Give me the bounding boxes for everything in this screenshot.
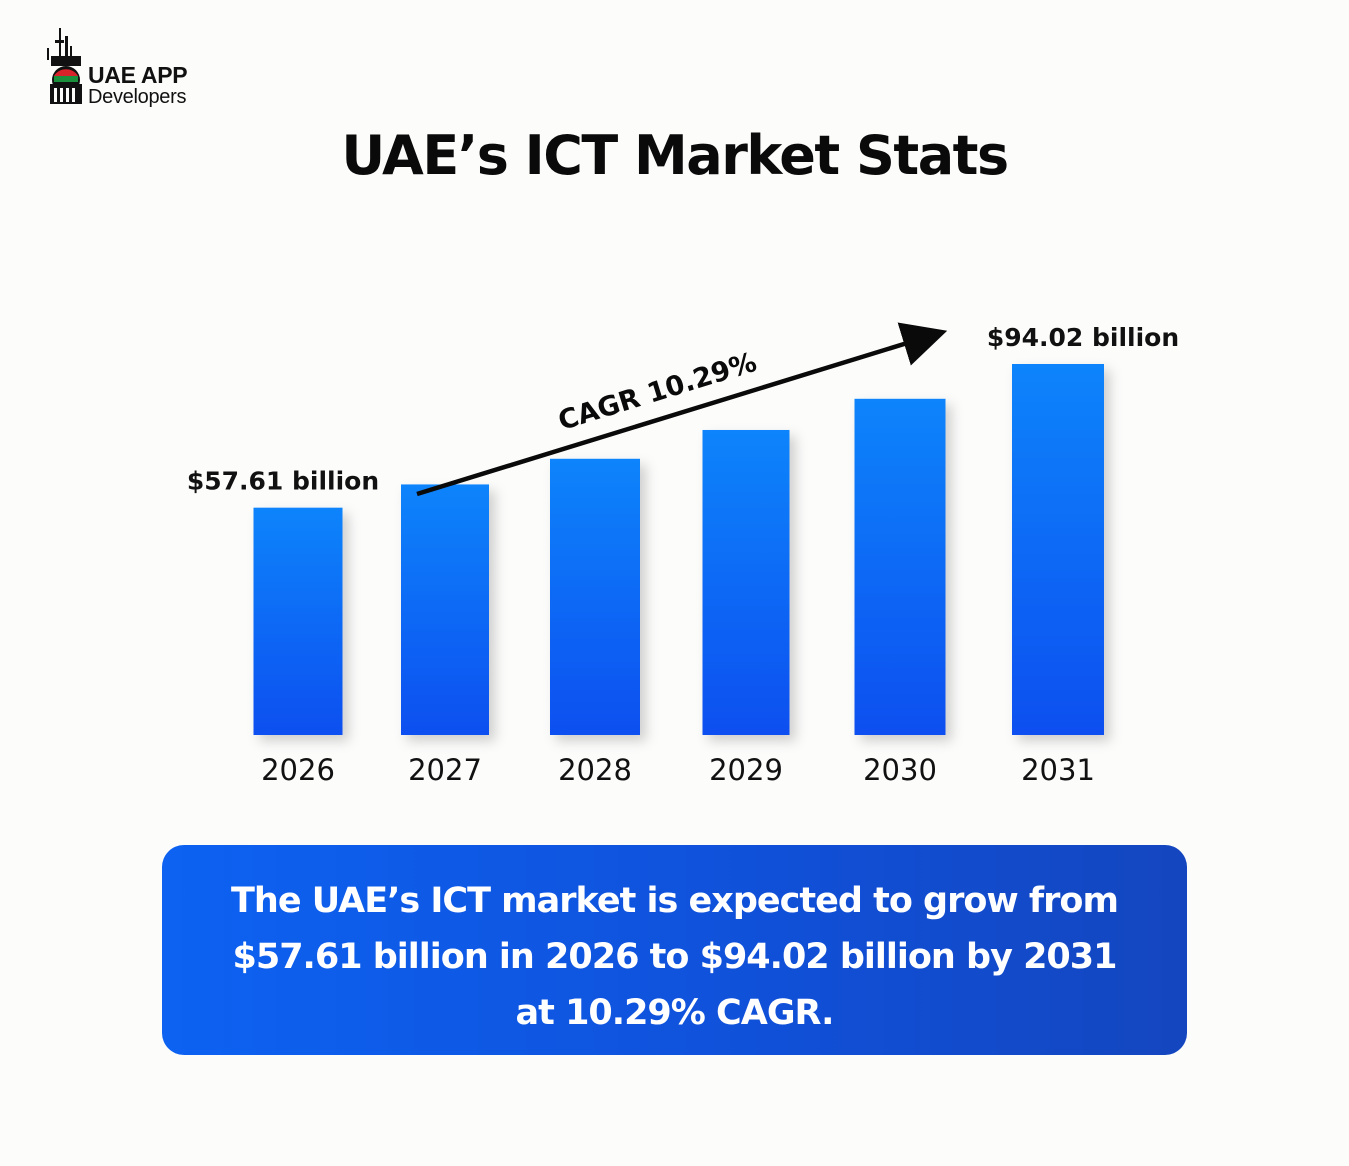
cagr-arrow	[416, 322, 948, 497]
brand-name-bottom: Developers	[88, 86, 187, 108]
bar-2027	[401, 484, 489, 735]
summary-line-1: The UAE’s ICT market is expected to grow…	[231, 881, 1119, 921]
x-tick-2030: 2030	[863, 753, 937, 787]
cagr-annotation: CAGR 10.29%	[555, 347, 761, 437]
x-tick-2027: 2027	[408, 753, 482, 787]
data-label-2031: $94.02 billion	[987, 323, 1179, 352]
bar-2030	[854, 398, 946, 735]
skyline-flag-icon	[47, 28, 82, 104]
page-title: UAE’s ICT Market Stats	[341, 124, 1009, 187]
bar-2031	[1012, 364, 1104, 735]
brand-logo: UAE APP Developers	[46, 26, 216, 110]
x-tick-2029: 2029	[709, 753, 783, 787]
x-tick-2031: 2031	[1021, 753, 1095, 787]
x-tick-2028: 2028	[558, 753, 632, 787]
summary-line-3: at 10.29% CAGR.	[515, 993, 835, 1033]
summary-banner: The UAE’s ICT market is expected to grow…	[162, 845, 1187, 1055]
x-tick-2026: 2026	[261, 753, 335, 787]
data-label-2026: $57.61 billion	[187, 467, 379, 496]
bar-chart: 2026 2027 2028 2029 2030 2031 $57.61 billion $…	[187, 322, 1179, 787]
bar-2029	[702, 429, 790, 735]
bar-2026	[253, 507, 343, 735]
bar-2028	[550, 458, 640, 735]
summary-line-2: $57.61 billion in 2026 to $94.02 billion…	[232, 937, 1118, 977]
brand-name-top: UAE APP	[88, 62, 188, 88]
